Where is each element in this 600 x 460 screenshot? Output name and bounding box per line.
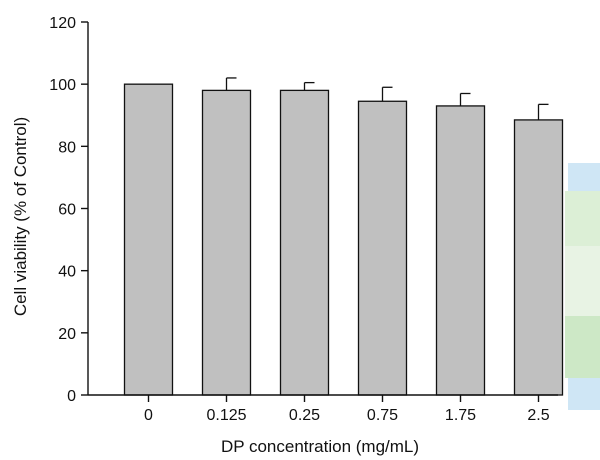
bar [357,100,408,396]
y-ticks: 0 20 40 60 80 100 120 [49,15,88,405]
x-tick-label: 0 [144,407,153,424]
bar [513,119,564,396]
x-ticks: 0 0.125 0.25 0.75 1.75 2.5 [144,395,550,424]
x-tick-label: 1.75 [445,407,476,424]
y-tick-label: 60 [58,202,76,219]
bar [435,105,486,396]
x-tick-label: 0.25 [289,407,320,424]
decor-block [565,316,600,378]
decor-block [565,246,600,316]
decor-block [568,163,600,191]
bar [123,83,174,396]
y-tick-label: 0 [67,388,76,405]
y-tick-label: 100 [49,77,76,94]
background-decoration [565,163,600,410]
bar [279,89,330,396]
y-tick-label: 20 [58,326,76,343]
bars-layer [123,77,564,396]
x-tick-label: 2.5 [527,407,549,424]
x-tick-label: 0.75 [367,407,398,424]
decor-block [565,191,600,246]
y-tick-label: 120 [49,15,76,32]
y-tick-label: 40 [58,264,76,281]
x-axis-title: DP concentration (mg/mL) [221,437,419,456]
y-axis-title: Cell viability (% of Control) [11,117,30,316]
y-tick-label: 80 [58,139,76,156]
bar [201,89,252,396]
x-tick-label: 0.125 [206,407,246,424]
decor-block [568,378,600,410]
